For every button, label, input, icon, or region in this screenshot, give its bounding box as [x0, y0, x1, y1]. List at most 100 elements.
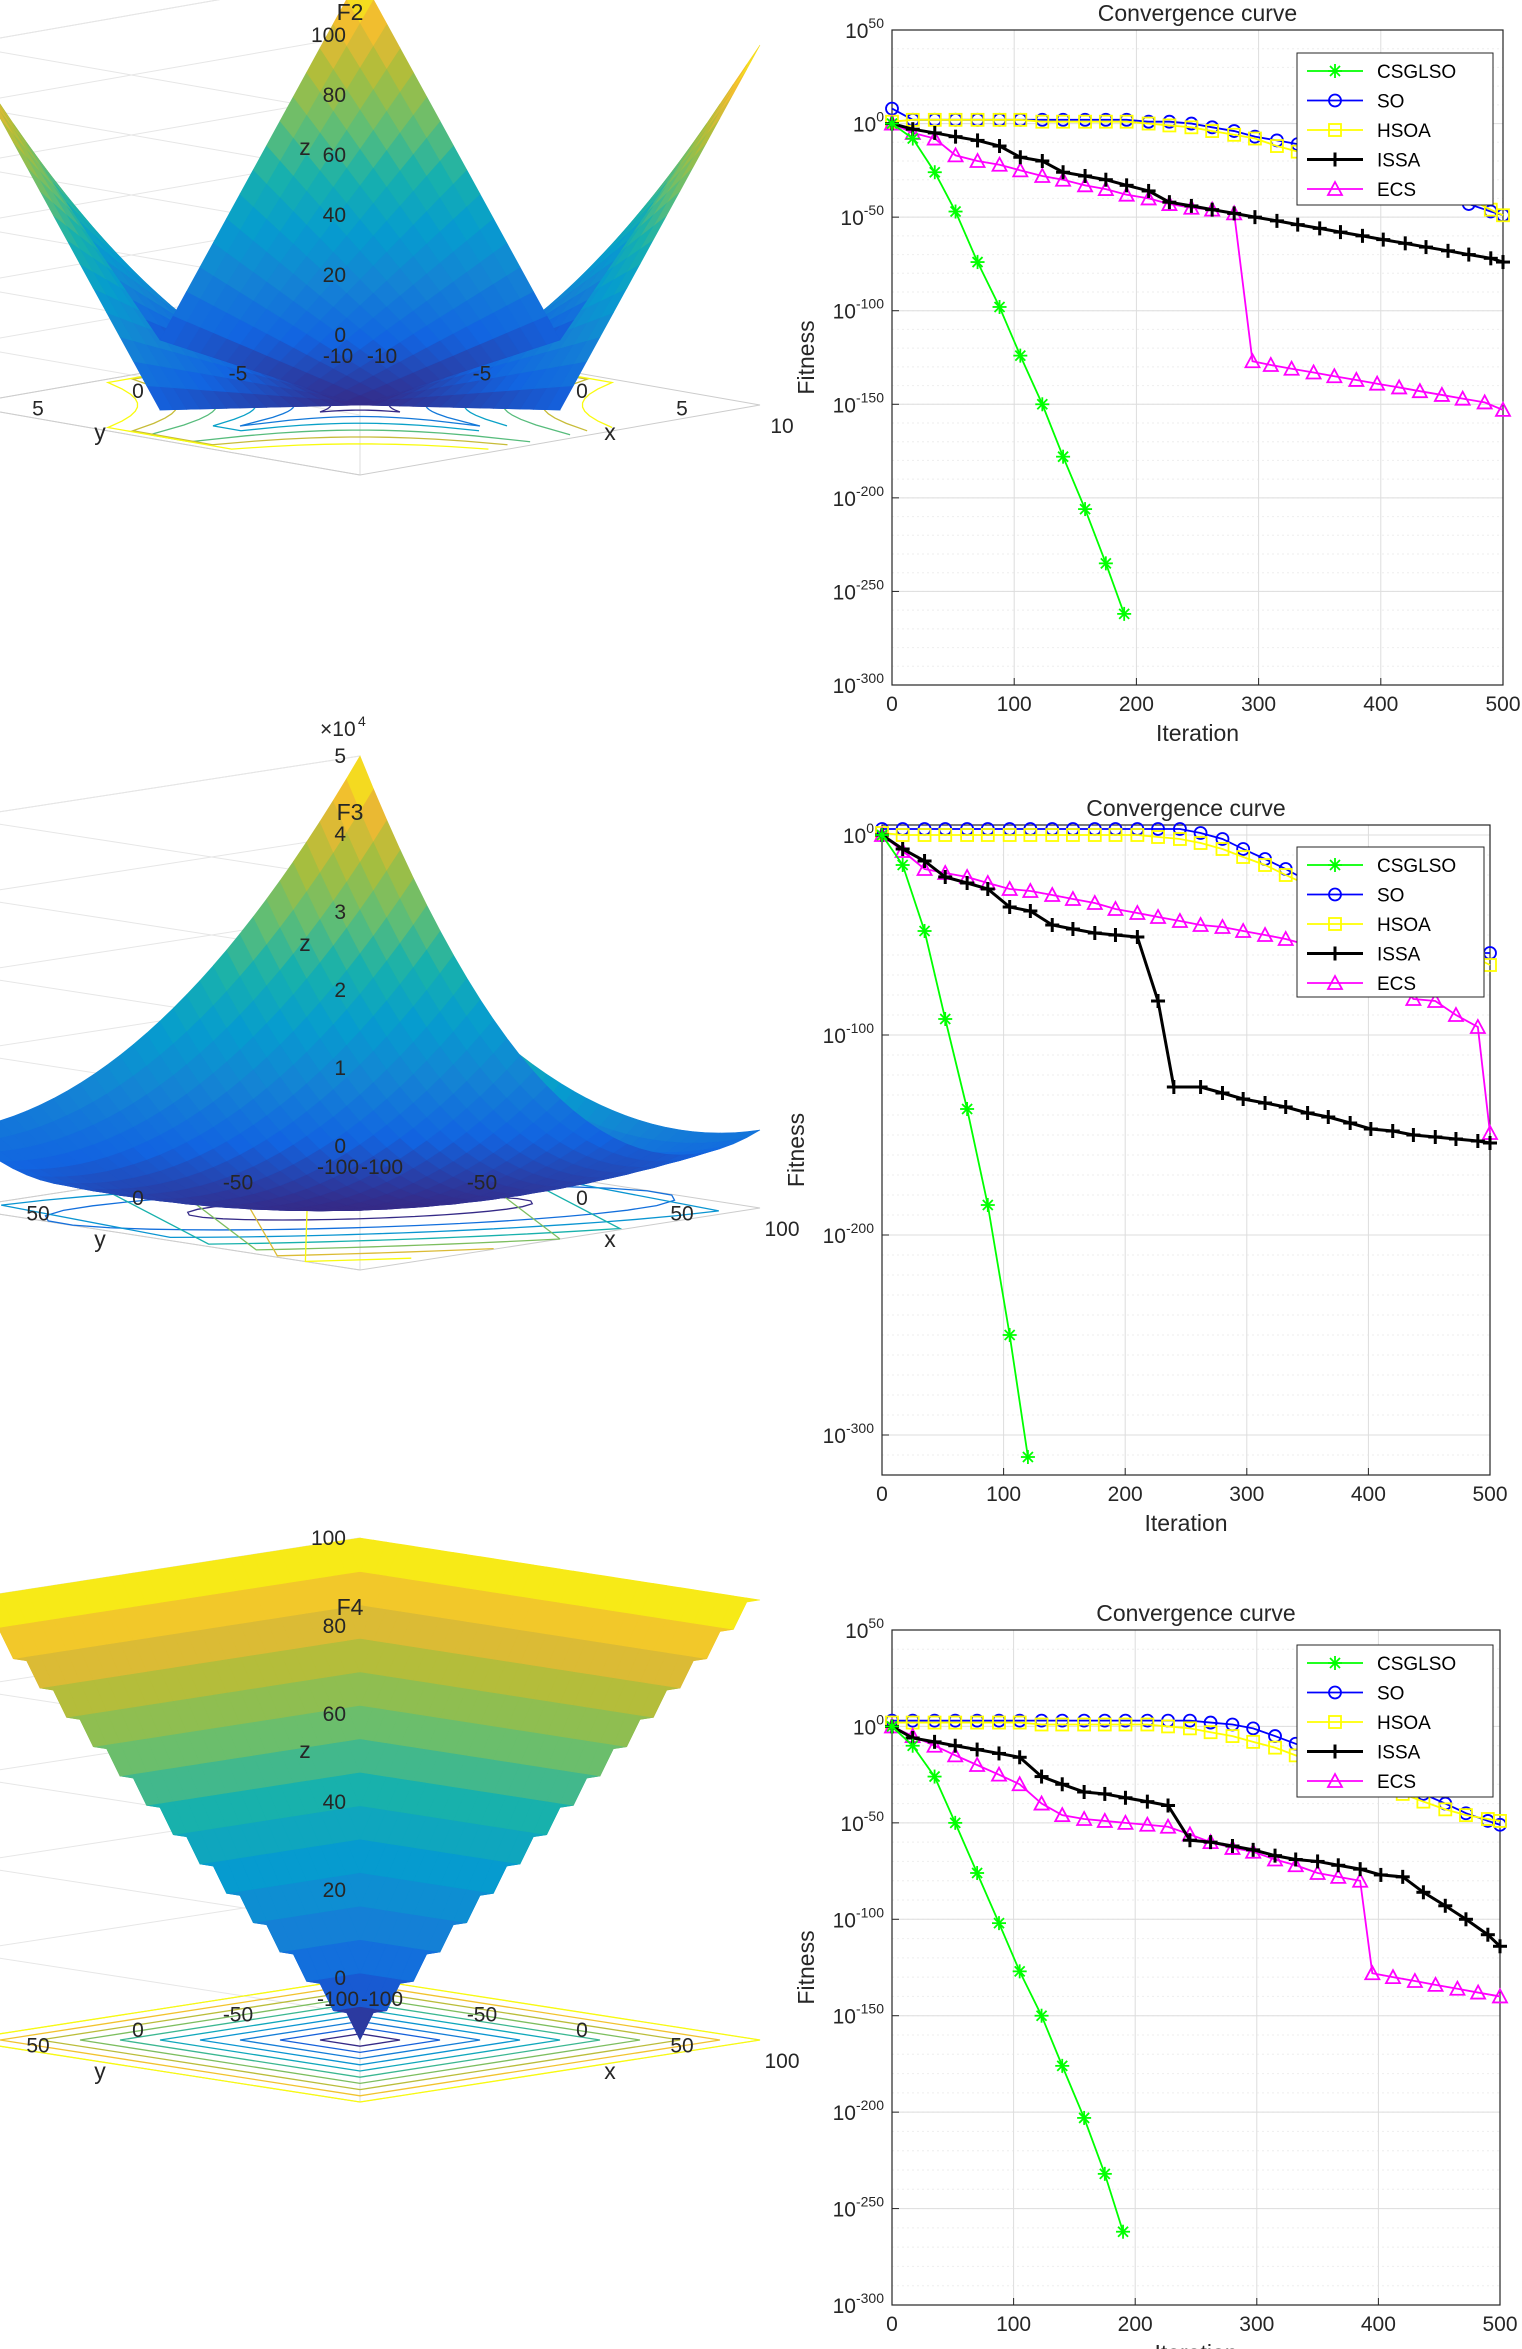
z-scale-label: ×10	[320, 718, 356, 741]
x-axis-label: x	[604, 1226, 616, 1252]
y-axis-label: y	[94, 2058, 106, 2084]
y-tick-exponent: -100	[856, 296, 884, 312]
y-tick-label: 10-300	[833, 2290, 885, 2318]
x-axis-label: Iteration	[1144, 1510, 1227, 1536]
chart-title: Convergence curve	[1086, 795, 1285, 821]
legend-label: SO	[1377, 886, 1404, 907]
y-tick-exponent: 0	[876, 1711, 884, 1727]
z-gridline	[0, 833, 361, 959]
x-tick-label: 0	[576, 2019, 588, 2042]
surface-cell	[346, 0, 374, 23]
x-tick-label: 50	[670, 2035, 693, 2058]
x-axis-label: x	[604, 419, 616, 445]
y-tick-base: 10	[823, 1225, 846, 1248]
x-tick-label: 0	[576, 1187, 588, 1210]
surface-panel-f4: F4020406080100z-100-50050100x-100-500501…	[0, 1527, 800, 2103]
data-point	[1020, 1450, 1035, 1464]
x-tick-label: 100	[764, 2050, 799, 2073]
surface-mesh	[0, 0, 761, 411]
legend-label: ECS	[1377, 180, 1416, 201]
y-tick-label: 50	[26, 1203, 49, 1226]
x-axis-label: Iteration	[1156, 720, 1239, 746]
y-tick-base: 10	[833, 1909, 856, 1932]
y-tick-label: 1050	[845, 1615, 884, 1643]
y-tick-label: -10	[323, 345, 353, 368]
data-point	[1035, 397, 1050, 412]
y-tick-label: 100	[853, 109, 884, 137]
legend-label: ISSA	[1377, 151, 1421, 172]
surface-cell	[719, 69, 747, 111]
x-tick-label: -50	[467, 2004, 497, 2027]
x-tick-label: -5	[473, 363, 492, 386]
data-point	[1098, 556, 1113, 571]
surface-cell	[693, 110, 721, 150]
x-tick-label: 400	[1361, 2313, 1396, 2336]
legend-label: CSGLSO	[1377, 856, 1456, 877]
surface-panel-f3: F3012345×104z-100-50050100x-100-50050100…	[0, 713, 800, 1271]
y-tick-exponent: -300	[856, 2290, 884, 2306]
z-scale-exponent: 4	[358, 713, 366, 729]
z-gridline	[0, 94, 361, 236]
y-tick-exponent: -300	[856, 670, 884, 686]
legend-label: SO	[1377, 1684, 1404, 1705]
z-tick-label: 5	[334, 745, 346, 768]
legend-label: CSGLSO	[1377, 1654, 1456, 1675]
legend-marker	[1328, 858, 1342, 872]
y-tick-label: 10-200	[833, 483, 885, 511]
z-tick-label: 40	[323, 204, 346, 227]
data-point	[885, 1719, 899, 1734]
y-tick-label: 1050	[845, 15, 884, 43]
x-tick-label: -100	[361, 1988, 403, 2011]
y-tick-exponent: -100	[856, 1904, 884, 1920]
data-point	[970, 1866, 985, 1880]
y-tick-base: 10	[833, 488, 856, 511]
y-tick-label: 10-200	[823, 1220, 875, 1248]
z-gridline	[0, 755, 361, 881]
y-tick-label: 100	[853, 1711, 884, 1739]
data-point	[1055, 2058, 1070, 2073]
y-tick-base: 10	[840, 207, 863, 230]
y-tick-label: 10-300	[833, 670, 885, 698]
legend: CSGLSO SO HSOA ISSA ECS	[1296, 846, 1485, 998]
legend: CSGLSO SO HSOA ISSA ECS	[1296, 1644, 1494, 1798]
y-tick-base: 10	[833, 675, 856, 698]
surface-mesh	[0, 755, 761, 1212]
data-point	[1117, 606, 1132, 621]
y-tick-label: 10-50	[840, 1808, 884, 1836]
z-gridline	[0, 34, 361, 176]
data-point	[1078, 502, 1093, 517]
x-tick-label: 400	[1363, 693, 1398, 716]
legend-marker	[1328, 64, 1342, 78]
x-tick-label: 0	[576, 380, 588, 403]
x-tick-label: 500	[1485, 693, 1520, 716]
convergence-chart-3: 0 100 200 300 400 50010-30010-25010-20010-150…	[793, 1600, 1518, 2349]
chart-title: Convergence curve	[1096, 1600, 1295, 1626]
x-tick-label: 200	[1119, 693, 1154, 716]
y-tick-base: 10	[853, 1716, 876, 1739]
y-tick-exponent: -50	[864, 1808, 884, 1824]
y-axis-label: y	[94, 419, 106, 445]
y-tick-base: 10	[833, 2199, 856, 2222]
x-tick-label: 300	[1241, 693, 1276, 716]
x-tick-label: 400	[1351, 1483, 1386, 1506]
x-tick-label: 5	[676, 398, 688, 421]
data-point	[1013, 348, 1028, 363]
x-tick-label: -10	[367, 345, 397, 368]
x-tick-label: 100	[997, 693, 1032, 716]
z-tick-label: 3	[334, 901, 346, 924]
data-point	[992, 1916, 1007, 1931]
y-tick-exponent: -200	[856, 2097, 884, 2113]
y-tick-exponent: -250	[856, 2194, 884, 2210]
y-tick-base: 10	[823, 1025, 846, 1048]
legend: CSGLSO SO HSOA ISSA ECS	[1296, 52, 1494, 206]
y-tick-label: -100	[317, 1988, 359, 2011]
y-tick-exponent: -100	[846, 1020, 874, 1036]
z-tick-label: 60	[323, 1703, 346, 1726]
y-tick-label: 10-250	[833, 576, 885, 604]
data-point	[960, 1102, 975, 1116]
x-tick-label: 100	[996, 2313, 1031, 2336]
data-point	[1056, 449, 1071, 464]
y-tick-base: 10	[853, 114, 876, 137]
surface-cell	[706, 93, 734, 134]
